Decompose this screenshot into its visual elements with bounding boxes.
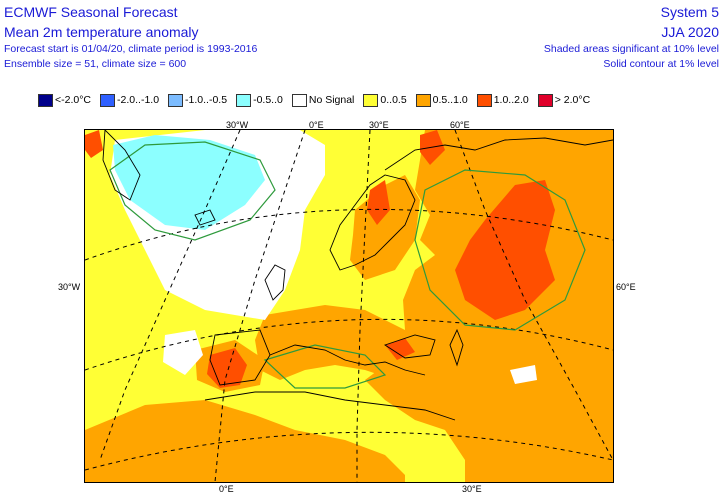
- legend-item: 1.0..2.0: [476, 93, 529, 107]
- graticule-lon-30e: [356, 130, 371, 482]
- region-no-signal-azores: [163, 330, 203, 375]
- lon-label-30w-left: 30°W: [58, 282, 81, 292]
- color-legend: <-2.0°C -2.0..-1.0 -1.0..-0.5 -0.5..0 No Sig…: [38, 92, 599, 108]
- legend-swatch: [38, 93, 53, 107]
- legend-label: <-2.0°C: [55, 94, 92, 106]
- legend-swatch: [537, 93, 553, 107]
- contour-atlantic: [109, 141, 276, 241]
- region-orange-scandinavia: [350, 175, 420, 280]
- legend-label: No Signal: [308, 94, 355, 106]
- region-orange-southwest: [85, 400, 405, 482]
- graticule-lon-0: [214, 130, 306, 482]
- lon-label-30e-top: 30°E: [369, 120, 389, 130]
- lon-label-0e-bottom: 0°E: [219, 484, 234, 494]
- legend-label: 0.5..1.0: [432, 94, 468, 106]
- graticule-lat-30: [85, 431, 613, 471]
- coast-scandinavia: [329, 174, 416, 271]
- graticule: [85, 130, 613, 482]
- lon-label-0e-top: 0°E: [309, 120, 324, 130]
- forecast-info: Forecast start is 01/04/20, climate peri…: [4, 43, 258, 55]
- lon-label-30w-top: 30°W: [226, 120, 249, 130]
- legend-item: -0.5..0: [236, 93, 283, 107]
- legend-swatch: [168, 93, 184, 107]
- significance-shaded-note: Shaded areas significant at 10% level: [543, 43, 719, 55]
- legend-swatch: [415, 93, 431, 107]
- legend-item: 0.5..1.0: [415, 93, 468, 107]
- legend-label: 1.0..2.0: [493, 94, 529, 106]
- contour-east: [414, 169, 586, 331]
- legend-swatch: [100, 93, 116, 107]
- region-no-signal-small: [510, 365, 537, 384]
- season-label: JJA 2020: [661, 24, 719, 40]
- coast-black-sea: [383, 334, 436, 359]
- graticule-lon-60e: [454, 130, 613, 461]
- chart-subtitle: Mean 2m temperature anomaly: [4, 24, 199, 40]
- significance-contour-note: Solid contour at 1% level: [603, 58, 719, 70]
- significance-contours: [109, 141, 586, 389]
- system-label: System 5: [660, 4, 719, 20]
- legend-item: -2.0..-1.0: [100, 93, 160, 107]
- region-red-arctic-west: [85, 130, 103, 158]
- legend-item: -1.0..-0.5: [168, 93, 228, 107]
- region-red-scandinavia: [367, 180, 390, 225]
- legend-item: <-2.0°C: [38, 93, 92, 107]
- legend-swatch: [291, 93, 307, 107]
- legend-label: -0.5..0: [253, 94, 283, 106]
- coast-uk: [264, 264, 286, 301]
- legend-item: 0..0.5: [363, 93, 407, 107]
- contour-med: [263, 344, 387, 389]
- region-cyan-northatlantic: [113, 135, 265, 230]
- coast-arctic: [384, 137, 613, 171]
- coast-iberia: [209, 329, 271, 386]
- legend-swatch: [236, 93, 252, 107]
- lon-label-60e-top: 60°E: [450, 120, 470, 130]
- coast-africa-north: [204, 391, 456, 421]
- legend-label: > 2.0°C: [554, 94, 591, 106]
- chart-title: ECMWF Seasonal Forecast: [4, 4, 178, 20]
- legend-label: -1.0..-0.5: [185, 94, 228, 106]
- legend-swatch: [363, 93, 379, 107]
- legend-swatch: [476, 93, 492, 107]
- anomaly-map: [84, 129, 614, 483]
- coast-caspian: [449, 328, 464, 367]
- coast-europe-south: [269, 344, 426, 376]
- lon-label-60e-right: 60°E: [616, 282, 636, 292]
- region-red-caucasus: [385, 338, 415, 360]
- graticule-lon-30w: [99, 130, 241, 461]
- legend-label: 0..0.5: [380, 94, 407, 106]
- coastlines: [102, 130, 613, 421]
- coast-iceland: [194, 209, 216, 226]
- region-red-russia: [455, 180, 555, 320]
- ensemble-info: Ensemble size = 51, climate size = 600: [4, 58, 187, 70]
- graticule-lat-60: [85, 208, 613, 261]
- lon-label-30e-bottom: 30°E: [462, 484, 482, 494]
- legend-item: No Signal: [291, 93, 355, 107]
- legend-item: > 2.0°C: [537, 93, 591, 107]
- legend-label: -2.0..-1.0: [117, 94, 160, 106]
- coast-greenland: [102, 130, 141, 201]
